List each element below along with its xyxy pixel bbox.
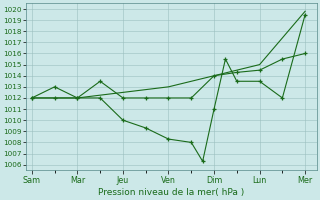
- X-axis label: Pression niveau de la mer( hPa ): Pression niveau de la mer( hPa ): [98, 188, 244, 197]
